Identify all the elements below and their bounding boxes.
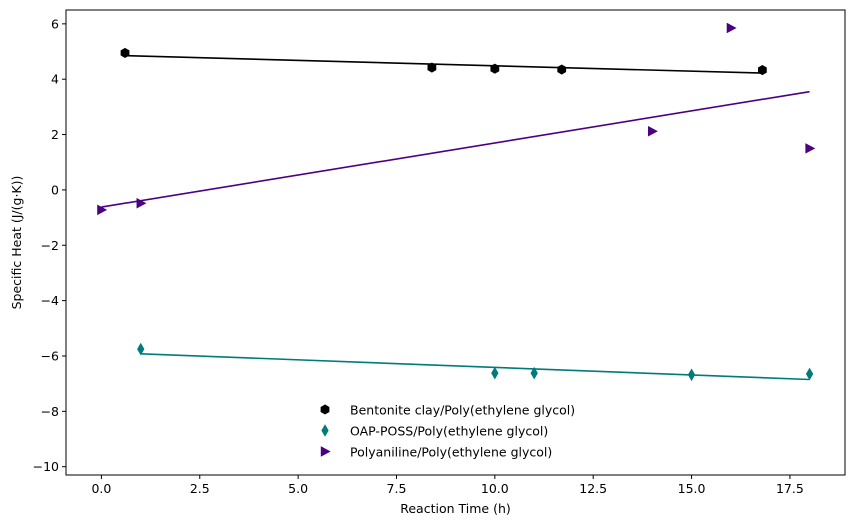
data-point-bentonite xyxy=(557,64,567,75)
data-point-bentonite xyxy=(427,62,437,73)
legend-marker-bentonite xyxy=(320,404,330,415)
y-axis-ticks: −10 −8 −6 −4 −2 0 2 4 6 xyxy=(33,16,66,474)
y-tick-label: −4 xyxy=(41,293,59,308)
x-axis-label: Reaction Time (h) xyxy=(400,501,511,516)
x-tick-label: 17.5 xyxy=(776,481,804,496)
legend-label-polyaniline: Polyaniline/Poly(ethylene glycol) xyxy=(350,445,552,460)
x-axis-ticks: 0.0 2.5 5.0 7.5 10.0 12.5 15.0 17.5 xyxy=(91,475,804,496)
y-tick-label: −6 xyxy=(41,348,59,363)
legend-marker-triangle xyxy=(320,446,331,457)
legend-label-oap-poss: OAP-POSS/Poly(ethylene glycol) xyxy=(350,424,548,439)
y-tick-label: 0 xyxy=(51,182,59,197)
data-point-bentonite xyxy=(757,65,767,76)
fit-line-oap-poss xyxy=(140,352,810,381)
x-tick-label: 12.5 xyxy=(579,481,607,496)
data-point-bentonite xyxy=(120,47,130,58)
x-tick-label: 15.0 xyxy=(678,481,706,496)
data-point-polyaniline xyxy=(805,143,816,154)
x-tick-label: 5.0 xyxy=(288,481,308,496)
y-tick-label: 4 xyxy=(51,72,59,87)
data-point-oap-poss xyxy=(805,367,814,381)
fit-line-bentonite xyxy=(124,54,763,74)
x-tick-label: 0.0 xyxy=(91,481,111,496)
legend-marker-hexagon xyxy=(320,404,330,415)
y-tick-label: −2 xyxy=(41,238,59,253)
data-point-polyaniline xyxy=(726,22,737,34)
data-point-oap-poss xyxy=(491,366,499,380)
data-point-polyaniline xyxy=(648,125,658,137)
x-tick-label: 7.5 xyxy=(387,481,407,496)
plot-area-frame xyxy=(65,9,846,476)
y-axis-label: Specific Heat (J/(g·K)) xyxy=(9,176,24,310)
y-tick-label: 6 xyxy=(51,16,59,31)
fit-line-polyaniline xyxy=(101,90,810,208)
legend-item-oap-poss: OAP-POSS/Poly(ethylene glycol) xyxy=(321,424,548,439)
legend-item-polyaniline: Polyaniline/Poly(ethylene glycol) xyxy=(320,445,552,460)
data-point-polyaniline xyxy=(97,204,108,216)
x-tick-label: 2.5 xyxy=(190,481,210,496)
legend-label-bentonite: Bentonite clay/Poly(ethylene glycol) xyxy=(350,403,575,418)
data-point-bentonite xyxy=(490,63,500,74)
x-tick-label: 10.0 xyxy=(481,481,509,496)
data-point-oap-poss xyxy=(530,366,538,380)
y-tick-label: 2 xyxy=(51,127,59,142)
data-points xyxy=(97,22,816,382)
y-tick-label: −8 xyxy=(41,404,59,419)
data-point-oap-poss xyxy=(687,368,696,382)
fit-lines xyxy=(101,54,810,381)
legend-item-bentonite: Bentonite clay/Poly(ethylene glycol) xyxy=(320,403,575,418)
legend-marker-diamond xyxy=(321,424,329,437)
legend-marker-polyaniline xyxy=(320,446,331,457)
y-tick-label: −10 xyxy=(33,459,59,474)
legend: Bentonite clay/Poly(ethylene glycol) OAP… xyxy=(320,403,575,460)
data-point-oap-poss xyxy=(137,342,145,356)
legend-marker-oap-poss xyxy=(321,424,329,437)
data-point-polyaniline xyxy=(136,197,147,209)
